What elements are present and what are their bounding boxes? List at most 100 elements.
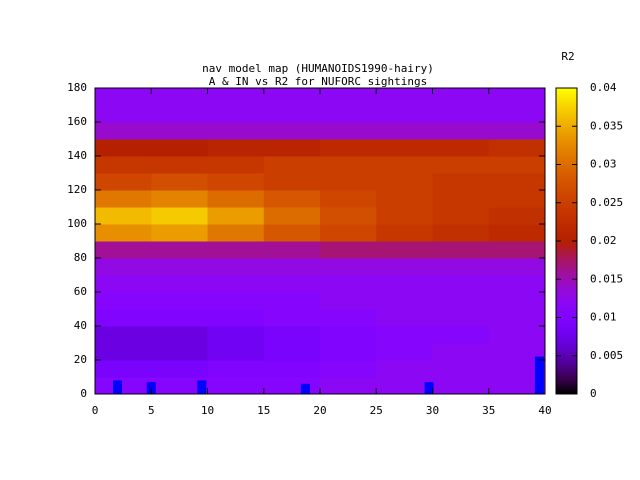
bar <box>424 382 434 394</box>
heat-cell <box>95 309 152 327</box>
heat-cell <box>432 224 490 242</box>
y-tick-label: 120 <box>67 183 87 196</box>
heat-cell <box>376 360 433 378</box>
heat-cell <box>320 258 377 276</box>
heat-cell <box>263 207 321 225</box>
heat-cell <box>432 190 490 208</box>
heat-cell <box>263 309 321 327</box>
heat-cell <box>432 173 490 191</box>
heat-cell <box>151 292 208 310</box>
heat-cell <box>488 122 546 140</box>
heat-cell <box>263 241 321 259</box>
heat-cell <box>488 190 546 208</box>
heat-cell <box>488 258 546 276</box>
heat-cell <box>320 292 377 310</box>
heat-cell <box>263 377 321 395</box>
heat-cell <box>95 173 152 191</box>
heat-cell <box>207 224 265 242</box>
heat-cell <box>95 207 152 225</box>
heat-cell <box>95 326 152 344</box>
y-tick-label: 60 <box>74 285 87 298</box>
colorbar-tick-label: 0.02 <box>590 234 617 247</box>
heat-cell <box>207 377 265 395</box>
heat-cell <box>95 258 152 276</box>
heat-cell <box>207 207 265 225</box>
heat-cell <box>376 258 433 276</box>
heat-cell <box>95 275 152 293</box>
heat-cell <box>263 275 321 293</box>
heat-cell <box>320 88 377 106</box>
heat-cell <box>488 275 546 293</box>
heat-cell <box>151 377 208 395</box>
heat-cell <box>95 360 152 378</box>
heat-cell <box>151 88 208 106</box>
x-tick-label: 15 <box>257 404 270 417</box>
heat-cell <box>488 309 546 327</box>
heat-cell <box>207 156 265 174</box>
heat-cell <box>207 275 265 293</box>
heat-cell <box>488 207 546 225</box>
heat-cell <box>432 292 490 310</box>
x-tick-label: 35 <box>482 404 495 417</box>
heat-cell <box>151 122 208 140</box>
heat-cell <box>151 173 208 191</box>
heat-cell <box>488 360 546 378</box>
heat-cell <box>320 360 377 378</box>
heat-cell <box>376 105 433 123</box>
heat-cell <box>207 343 265 361</box>
heat-cell <box>432 207 490 225</box>
x-tick-label: 30 <box>426 404 439 417</box>
heat-cell <box>376 309 433 327</box>
heat-cell <box>320 377 377 395</box>
heat-cell <box>432 377 490 395</box>
y-tick-label: 40 <box>74 319 87 332</box>
heat-cell <box>95 156 152 174</box>
heat-cell <box>151 207 208 225</box>
heat-cell <box>320 224 377 242</box>
heat-cell <box>151 326 208 344</box>
heat-cell <box>320 309 377 327</box>
heat-cell <box>263 122 321 140</box>
heat-cell <box>207 241 265 259</box>
heat-cell <box>207 139 265 157</box>
colorbar-tick-label: 0 <box>590 387 597 400</box>
y-tick-label: 20 <box>74 353 87 366</box>
heat-cell <box>376 292 433 310</box>
heat-cell <box>376 156 433 174</box>
colorbar-tick-label: 0.035 <box>590 119 623 132</box>
heat-cell <box>432 139 490 157</box>
heat-cell <box>320 275 377 293</box>
heat-cell <box>151 275 208 293</box>
heat-cell <box>488 105 546 123</box>
heat-cell <box>320 105 377 123</box>
x-tick-label: 40 <box>538 404 551 417</box>
heat-cell <box>95 224 152 242</box>
heat-cell <box>488 241 546 259</box>
heat-cell <box>95 122 152 140</box>
heat-cell <box>95 241 152 259</box>
heat-cell <box>263 173 321 191</box>
heat-cell <box>432 88 490 106</box>
heat-cell <box>151 224 208 242</box>
heat-cell <box>376 122 433 140</box>
heat-cell <box>263 139 321 157</box>
heat-cell <box>207 122 265 140</box>
heat-cell <box>207 360 265 378</box>
heat-cell <box>207 190 265 208</box>
heat-cell <box>151 309 208 327</box>
heat-cell <box>263 190 321 208</box>
heat-cell <box>376 377 433 395</box>
x-tick-label: 0 <box>92 404 99 417</box>
heat-cell <box>263 326 321 344</box>
y-tick-label: 140 <box>67 149 87 162</box>
colorbar-tick-label: 0.04 <box>590 81 617 94</box>
colorbar-label: R2 <box>561 50 574 63</box>
heat-cell <box>151 258 208 276</box>
heat-cell <box>320 190 377 208</box>
heat-cell <box>207 173 265 191</box>
heat-cell <box>95 343 152 361</box>
heat-cell <box>376 173 433 191</box>
bar <box>197 380 207 394</box>
heat-cell <box>432 343 490 361</box>
chart-subtitle: A & IN vs R2 for NUFORC sightings <box>209 75 428 88</box>
